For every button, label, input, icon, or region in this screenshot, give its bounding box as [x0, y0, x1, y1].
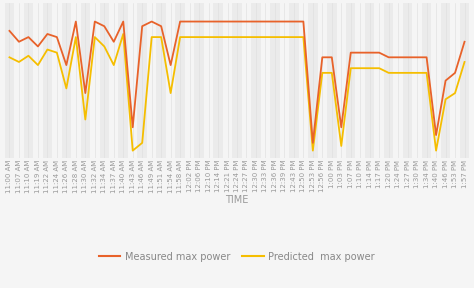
Bar	[270, 3, 280, 158]
Bar	[185, 3, 194, 158]
Bar	[14, 3, 24, 158]
Bar	[156, 3, 166, 158]
Bar	[242, 3, 251, 158]
Bar	[166, 3, 175, 158]
Bar	[337, 3, 346, 158]
Bar	[109, 3, 118, 158]
Bar	[232, 3, 242, 158]
Bar	[403, 3, 412, 158]
Bar	[100, 3, 109, 158]
Bar	[204, 3, 213, 158]
Bar	[147, 3, 156, 158]
Bar	[52, 3, 62, 158]
Bar	[412, 3, 422, 158]
Bar	[90, 3, 100, 158]
Bar	[365, 3, 374, 158]
Bar	[128, 3, 137, 158]
Bar	[299, 3, 308, 158]
Bar	[118, 3, 128, 158]
Bar	[43, 3, 52, 158]
Bar	[441, 3, 450, 158]
Bar	[460, 3, 469, 158]
Bar	[374, 3, 384, 158]
Bar	[318, 3, 327, 158]
Bar	[213, 3, 223, 158]
Bar	[5, 3, 14, 158]
Bar	[62, 3, 71, 158]
Bar	[450, 3, 460, 158]
Bar	[81, 3, 90, 158]
Bar	[194, 3, 204, 158]
Bar	[251, 3, 261, 158]
Bar	[137, 3, 147, 158]
Bar	[308, 3, 318, 158]
Legend: Measured max power, Predicted  max power: Measured max power, Predicted max power	[95, 248, 379, 266]
Bar	[346, 3, 356, 158]
Bar	[356, 3, 365, 158]
Bar	[33, 3, 43, 158]
Bar	[384, 3, 393, 158]
Bar	[261, 3, 270, 158]
Bar	[289, 3, 299, 158]
Bar	[393, 3, 403, 158]
X-axis label: TIME: TIME	[225, 195, 249, 204]
Bar	[327, 3, 337, 158]
Bar	[223, 3, 232, 158]
Bar	[422, 3, 431, 158]
Bar	[431, 3, 441, 158]
Bar	[175, 3, 185, 158]
Bar	[24, 3, 33, 158]
Bar	[71, 3, 81, 158]
Bar	[280, 3, 289, 158]
